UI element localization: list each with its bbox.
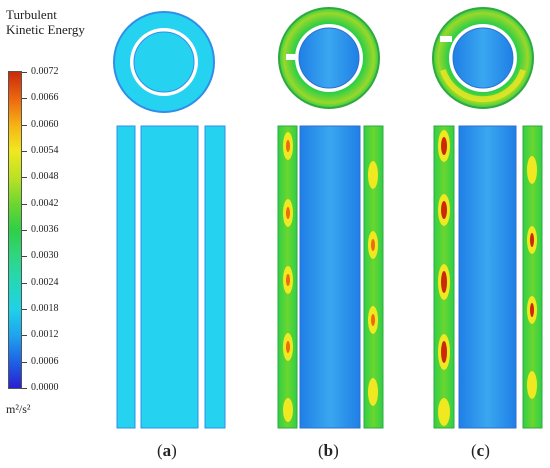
panel-c-cross-section bbox=[432, 7, 534, 109]
panel-b-longitudinal bbox=[277, 125, 384, 429]
colorbar-tick-label: 0.0042 bbox=[31, 197, 59, 209]
colorbar-tick-mark bbox=[22, 309, 27, 310]
panel-a-cross-section bbox=[113, 11, 215, 113]
colorbar-tick-label: 0.0060 bbox=[31, 118, 59, 130]
colorbar bbox=[8, 71, 22, 389]
colorbar-tick-label: 0.0054 bbox=[31, 145, 59, 156]
colorbar-tick-mark bbox=[22, 282, 27, 284]
colorbar-tick-mark bbox=[22, 98, 27, 100]
colorbar-tick-mark bbox=[22, 177, 27, 179]
colorbar-tick-mark bbox=[22, 151, 27, 152]
colorbar-tick-label: 0.0072 bbox=[31, 66, 59, 77]
colorbar-tick-label: 0.0030 bbox=[31, 250, 59, 262]
colorbar-tick-label: 0.0018 bbox=[31, 303, 59, 314]
colorbar-tick-mark bbox=[22, 388, 27, 389]
panel-label-b: (b) bbox=[318, 441, 339, 460]
colorbar-tick-mark bbox=[22, 230, 27, 231]
panel-label-a: (a) bbox=[157, 441, 177, 460]
colorbar-tick-label: 0.0048 bbox=[31, 171, 59, 183]
colorbar-tick-label: 0.0036 bbox=[31, 224, 59, 235]
colorbar-tick-label: 0.0024 bbox=[31, 276, 59, 288]
legend-title-line1: Turbulent bbox=[6, 7, 57, 22]
colorbar-tick-mark bbox=[22, 72, 27, 73]
colorbar-tick-label: 0.0012 bbox=[31, 329, 59, 341]
colorbar-tick-mark bbox=[22, 256, 27, 258]
legend-title-line2: Kinetic Energy bbox=[6, 22, 85, 37]
colorbar-tick-mark bbox=[22, 203, 27, 205]
panel-c-longitudinal bbox=[433, 125, 543, 429]
colorbar-tick-label: 0.0066 bbox=[31, 92, 59, 104]
colorbar-tick-mark bbox=[22, 124, 27, 126]
panel-label-c: (c) bbox=[471, 441, 490, 460]
colorbar-tick-mark bbox=[22, 335, 27, 337]
colorbar-tick-mark bbox=[22, 361, 27, 363]
colorbar-unit: m²/s² bbox=[6, 402, 31, 416]
panel-a-longitudinal bbox=[116, 125, 226, 429]
colorbar-tick-label: 0.0006 bbox=[31, 355, 59, 367]
panel-b-cross-section bbox=[278, 7, 380, 109]
colorbar-tick-label: 0.0000 bbox=[31, 382, 59, 393]
